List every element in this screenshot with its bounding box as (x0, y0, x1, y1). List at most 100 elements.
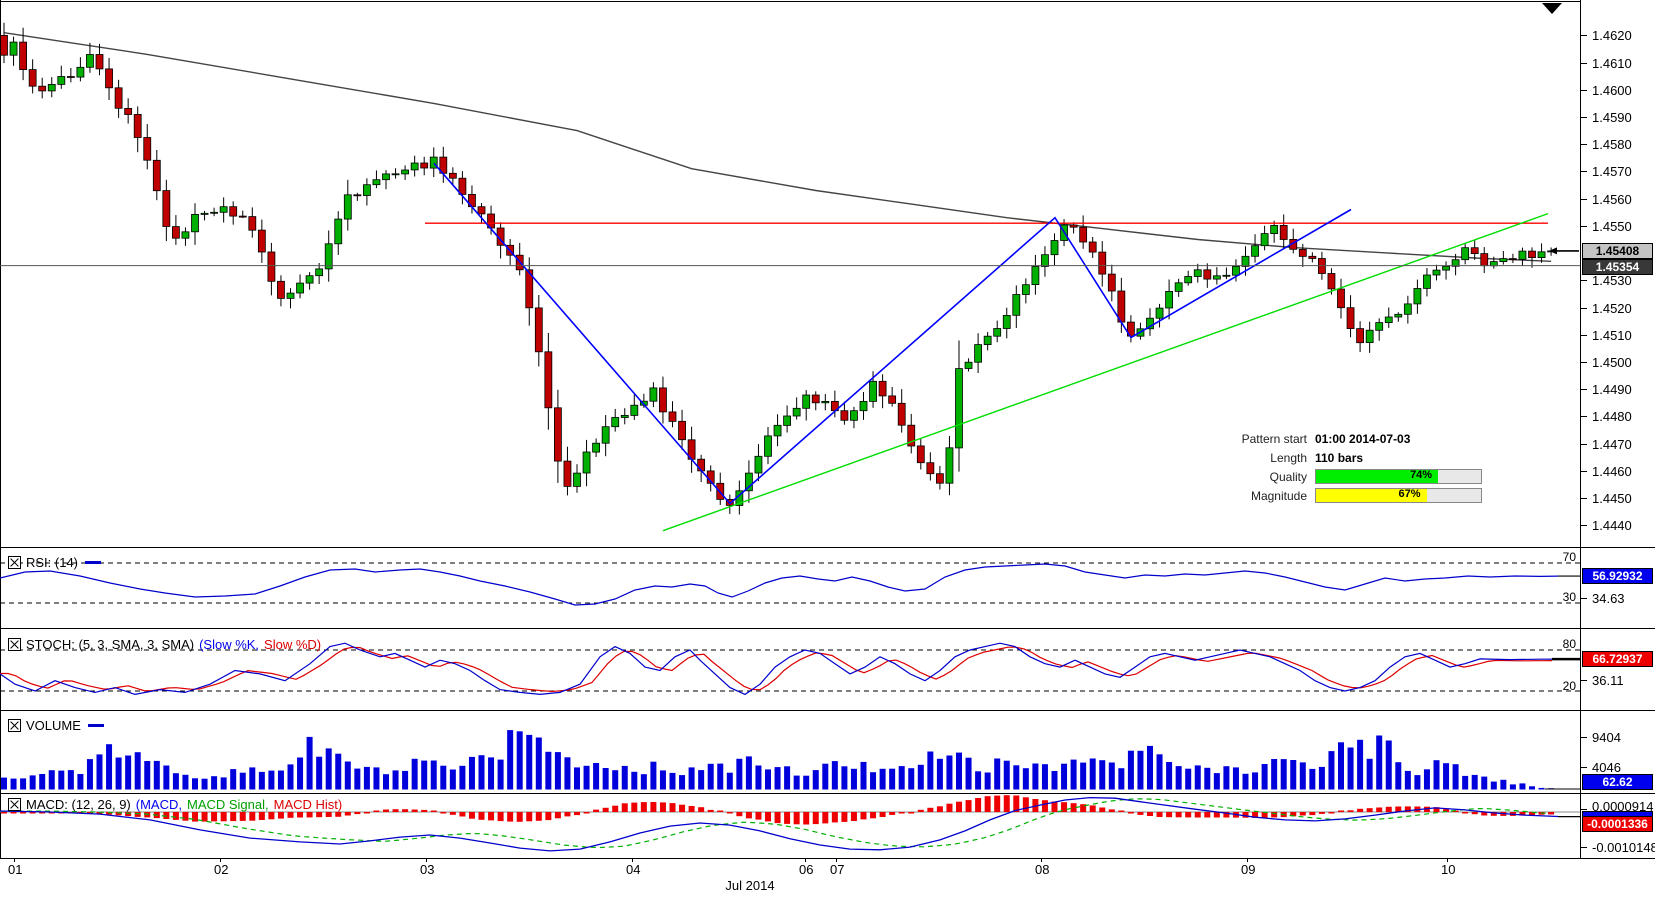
support-trendline (662, 212, 1549, 532)
price-tick-label: 1.4520 (1592, 301, 1632, 316)
time-axis-tick (426, 858, 427, 862)
panel-divider (0, 547, 1655, 548)
volume-legend-line-icon (87, 724, 104, 727)
macd-histogram-layer (1, 795, 1555, 825)
rsi-legend-line-icon (85, 561, 102, 564)
rsi-axis-tick: 34.63 (1592, 591, 1625, 606)
price-tick-dash (1580, 117, 1587, 118)
panel-divider (0, 710, 1655, 711)
price-tick-label: 1.4500 (1592, 355, 1632, 370)
price-tick-label: 1.4620 (1592, 28, 1632, 43)
macd-tick-dash (1580, 847, 1587, 848)
panel-divider (0, 628, 1655, 629)
stoch-level-80-label: 80 (1562, 637, 1576, 651)
bid-price-badge: 1.45354 (1582, 259, 1653, 275)
price-axis[interactable]: 1.45408 1.45354 56.92932 34.63 66.72937 … (1580, 0, 1655, 897)
quality-meter-text: 74% (1410, 469, 1433, 481)
price-tick-label: 1.4440 (1592, 518, 1632, 533)
time-axis-border (0, 858, 1655, 859)
price-tick-label: 1.4560 (1592, 192, 1632, 207)
candles-layer (0, 22, 1555, 515)
macd-signal-line (0, 798, 1549, 849)
volume-canvas[interactable] (0, 710, 1580, 793)
chart-left-border (0, 0, 1, 858)
macd-toggle-checkbox[interactable] (8, 798, 21, 811)
stoch-value-badge: 66.72937 (1582, 651, 1653, 667)
time-axis-tick (805, 858, 806, 862)
price-tick-dash (1580, 444, 1587, 445)
price-tick-dash (1580, 171, 1587, 172)
price-tick-label: 1.4570 (1592, 164, 1632, 179)
time-axis-label: 07 (830, 862, 845, 877)
time-axis-tick (632, 858, 633, 862)
price-tick-dash (1580, 525, 1587, 526)
stoch-canvas[interactable] (0, 628, 1580, 710)
time-axis-label: 03 (420, 862, 435, 877)
magnitude-meter: 67% (1315, 488, 1482, 503)
price-tick-dash (1580, 63, 1587, 64)
price-tick-dash (1580, 226, 1587, 227)
price-tick-label: 1.4550 (1592, 219, 1632, 234)
rsi-level-30-label: 30 (1562, 590, 1576, 604)
stoch-header: STOCH: (5, 3, SMA, 3, SMA) (Slow %K, Slo… (8, 637, 321, 652)
pattern-quality-row: Quality 74% (1150, 467, 1490, 486)
price-tick-dash (1580, 144, 1587, 145)
stoch-axis-tick: 36.11 (1592, 673, 1624, 688)
quality-meter-fill: 74% (1316, 469, 1439, 483)
price-axis-line (1580, 0, 1581, 858)
price-tick-label: 1.4600 (1592, 83, 1632, 98)
rsi-canvas[interactable] (0, 547, 1580, 628)
time-axis-tick (1041, 858, 1042, 862)
price-panel: Pattern start 01:00 2014-07-03 Length 11… (0, 0, 1580, 547)
time-axis-tick (220, 858, 221, 862)
macd-header: MACD: (12, 26, 9) (MACD, MACD Signal, MA… (8, 797, 342, 812)
pattern-end-marker-icon (1542, 3, 1562, 14)
pattern-start-label: Pattern start (1241, 431, 1307, 446)
rsi-toggle-checkbox[interactable] (8, 556, 21, 569)
price-tick-label: 1.4530 (1592, 273, 1632, 288)
stoch-level-20-label: 20 (1562, 679, 1576, 693)
price-chart-canvas[interactable] (0, 0, 1580, 547)
ask-price-badge: 1.45408 (1582, 243, 1653, 259)
pattern-quality-label: Quality (1269, 469, 1307, 484)
time-axis-label: 01 (8, 862, 23, 877)
magnitude-meter-fill: 67% (1316, 488, 1427, 502)
price-tick-dash (1580, 308, 1587, 309)
rsi-title: RSI: (14) (26, 555, 79, 570)
stoch-title: STOCH: (5, 3, SMA, 3, SMA) (26, 637, 195, 652)
macd-canvas[interactable] (0, 793, 1580, 858)
price-tick-label: 1.4490 (1592, 382, 1632, 397)
price-tick-dash (1580, 335, 1587, 336)
macd-hist-series-label: MACD Hist) (273, 797, 343, 812)
stoch-panel (0, 628, 1580, 710)
volume-tick-dash (1580, 767, 1587, 768)
pattern-start-row: Pattern start 01:00 2014-07-03 (1150, 429, 1490, 448)
time-axis-label: 02 (214, 862, 229, 877)
time-axis-tick (14, 858, 15, 862)
rsi-level-70-label: 70 (1562, 550, 1576, 564)
macd-panel (0, 793, 1580, 858)
macd-title: MACD: (12, 26, 9) (26, 797, 131, 812)
pattern-length-row: Length 110 bars (1150, 448, 1490, 467)
price-tick-dash (1580, 389, 1587, 390)
volume-toggle-checkbox[interactable] (8, 719, 21, 732)
macd-series-label: (MACD, (135, 797, 182, 812)
price-tick-label: 1.4460 (1592, 464, 1632, 479)
price-tick-dash (1580, 471, 1587, 472)
time-axis-tick (1447, 858, 1448, 862)
price-tick-label: 1.4610 (1592, 56, 1632, 71)
macd-line (0, 796, 1559, 852)
time-axis[interactable]: Jul 2014 01 02 03 04 06 07 08 09 10 (0, 858, 1655, 897)
price-tick-dash (1580, 362, 1587, 363)
time-axis-tick (836, 858, 837, 862)
stoch-toggle-checkbox[interactable] (8, 638, 21, 651)
rsi-line (0, 563, 1559, 606)
pattern-zigzag-line (433, 162, 1352, 505)
macd-value-badge: -0.0001336 (1582, 816, 1653, 832)
pattern-magnitude-label: Magnitude (1250, 488, 1307, 503)
price-tick-dash (1580, 35, 1587, 36)
price-tick-label: 1.4510 (1592, 328, 1632, 343)
volume-axis-tick-high: 9404 (1592, 730, 1621, 745)
pattern-info-box: Pattern start 01:00 2014-07-03 Length 11… (1150, 429, 1490, 505)
